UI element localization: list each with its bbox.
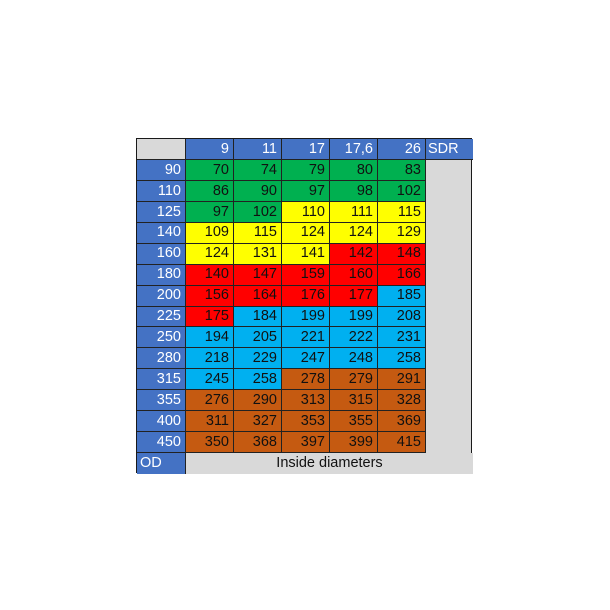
- inside-diameter-cell: 115: [234, 222, 282, 244]
- sdr-label: SDR: [426, 139, 473, 160]
- inside-diameter-cell: 70: [186, 159, 234, 181]
- od-value-cell: 280: [137, 348, 186, 370]
- inside-diameter-cell: 415: [378, 432, 426, 454]
- inside-diameter-cell: 231: [378, 327, 426, 349]
- inside-diameter-cell: 184: [234, 306, 282, 328]
- od-value-cell: 180: [137, 264, 186, 286]
- od-value-cell: 200: [137, 285, 186, 307]
- inside-diameter-cell: 276: [186, 390, 234, 412]
- inside-diameter-cell: 350: [186, 432, 234, 454]
- sdr-header-cell: 17,6: [330, 139, 378, 160]
- od-value-cell: 90: [137, 159, 186, 181]
- inside-diameter-cell: 148: [378, 243, 426, 265]
- inside-diameter-cell: 368: [234, 432, 282, 454]
- inside-diameter-cell: 115: [378, 201, 426, 223]
- inside-diameter-cell: 199: [282, 306, 330, 328]
- inside-diameter-cell: 290: [234, 390, 282, 412]
- inside-diameter-cell: 109: [186, 222, 234, 244]
- inside-diameter-cell: 164: [234, 285, 282, 307]
- inside-diameter-cell: 327: [234, 411, 282, 433]
- inside-diameter-cell: 90: [234, 180, 282, 202]
- inside-diameter-cell: 355: [330, 411, 378, 433]
- inside-diameter-cell: 97: [282, 180, 330, 202]
- inside-diameter-cell: 208: [378, 306, 426, 328]
- inside-diameter-cell: 131: [234, 243, 282, 265]
- inside-diameter-cell: 160: [330, 264, 378, 286]
- inside-diameter-cell: 258: [378, 348, 426, 370]
- sdr-header-cell: 17: [282, 139, 330, 160]
- inside-diameter-cell: 245: [186, 369, 234, 391]
- inside-diameter-cell: 279: [330, 369, 378, 391]
- inside-diameter-cell: 80: [330, 159, 378, 181]
- inside-diameter-cell: 218: [186, 348, 234, 370]
- inside-diameter-cell: 141: [282, 243, 330, 265]
- inside-diameter-cell: 98: [330, 180, 378, 202]
- inside-diameter-cell: 185: [378, 285, 426, 307]
- inside-diameter-cell: 313: [282, 390, 330, 412]
- inside-diameter-cell: 86: [186, 180, 234, 202]
- inside-diameter-cell: 199: [330, 306, 378, 328]
- od-value-cell: 355: [137, 390, 186, 412]
- od-label: OD: [137, 453, 186, 474]
- inside-diameter-cell: 175: [186, 306, 234, 328]
- inside-diameter-cell: 278: [282, 369, 330, 391]
- od-value-cell: 450: [137, 432, 186, 454]
- od-value-cell: 315: [137, 369, 186, 391]
- inside-diameter-cell: 83: [378, 159, 426, 181]
- inside-diameter-cell: 74: [234, 159, 282, 181]
- inside-diameter-cell: 111: [330, 201, 378, 223]
- inside-diameter-cell: 247: [282, 348, 330, 370]
- inside-diameter-cell: 124: [330, 222, 378, 244]
- od-value-cell: 110: [137, 180, 186, 202]
- od-value-cell: 225: [137, 306, 186, 328]
- inside-diameter-cell: 124: [282, 222, 330, 244]
- od-value-cell: 400: [137, 411, 186, 433]
- inside-diameter-cell: 140: [186, 264, 234, 286]
- inside-diameter-cell: 229: [234, 348, 282, 370]
- od-value-cell: 160: [137, 243, 186, 265]
- od-value-cell: 125: [137, 201, 186, 223]
- inside-diameter-cell: 176: [282, 285, 330, 307]
- inside-diameter-cell: 142: [330, 243, 378, 265]
- od-value-cell: 140: [137, 222, 186, 244]
- inside-diameter-cell: 159: [282, 264, 330, 286]
- inside-diameter-cell: 177: [330, 285, 378, 307]
- inside-diameter-cell: 315: [330, 390, 378, 412]
- inside-diameter-cell: 205: [234, 327, 282, 349]
- sdr-header-cell: 9: [186, 139, 234, 160]
- inside-diameter-cell: 328: [378, 390, 426, 412]
- inside-diameter-cell: 102: [378, 180, 426, 202]
- inside-diameter-cell: 221: [282, 327, 330, 349]
- inside-diameter-table: 9 11 17 17,6 26 SDR 90 70 74 79 80 83 110 86 90 9…: [136, 138, 473, 474]
- sdr-header-cell: 26: [378, 139, 426, 160]
- inside-diameter-cell: 147: [234, 264, 282, 286]
- inside-diameter-cell: 222: [330, 327, 378, 349]
- od-value-cell: 250: [137, 327, 186, 349]
- inside-diameter-cell: 166: [378, 264, 426, 286]
- inside-diameter-cell: 369: [378, 411, 426, 433]
- inside-diameter-cell: 156: [186, 285, 234, 307]
- corner-cell: [137, 139, 186, 160]
- inside-diameter-cell: 397: [282, 432, 330, 454]
- inside-diameter-cell: 129: [378, 222, 426, 244]
- inside-diameter-cell: 110: [282, 201, 330, 223]
- inside-diameter-cell: 399: [330, 432, 378, 454]
- inside-diameter-cell: 79: [282, 159, 330, 181]
- inside-diameter-cell: 291: [378, 369, 426, 391]
- inside-diameter-cell: 97: [186, 201, 234, 223]
- inside-diameter-cell: 311: [186, 411, 234, 433]
- inside-diameter-cell: 194: [186, 327, 234, 349]
- inside-diameter-cell: 102: [234, 201, 282, 223]
- inside-diameter-cell: 258: [234, 369, 282, 391]
- sdr-header-cell: 11: [234, 139, 282, 160]
- inside-diameter-cell: 248: [330, 348, 378, 370]
- inside-diameter-cell: 353: [282, 411, 330, 433]
- inside-diameter-cell: 124: [186, 243, 234, 265]
- inside-diameters-label: Inside diameters: [186, 453, 473, 474]
